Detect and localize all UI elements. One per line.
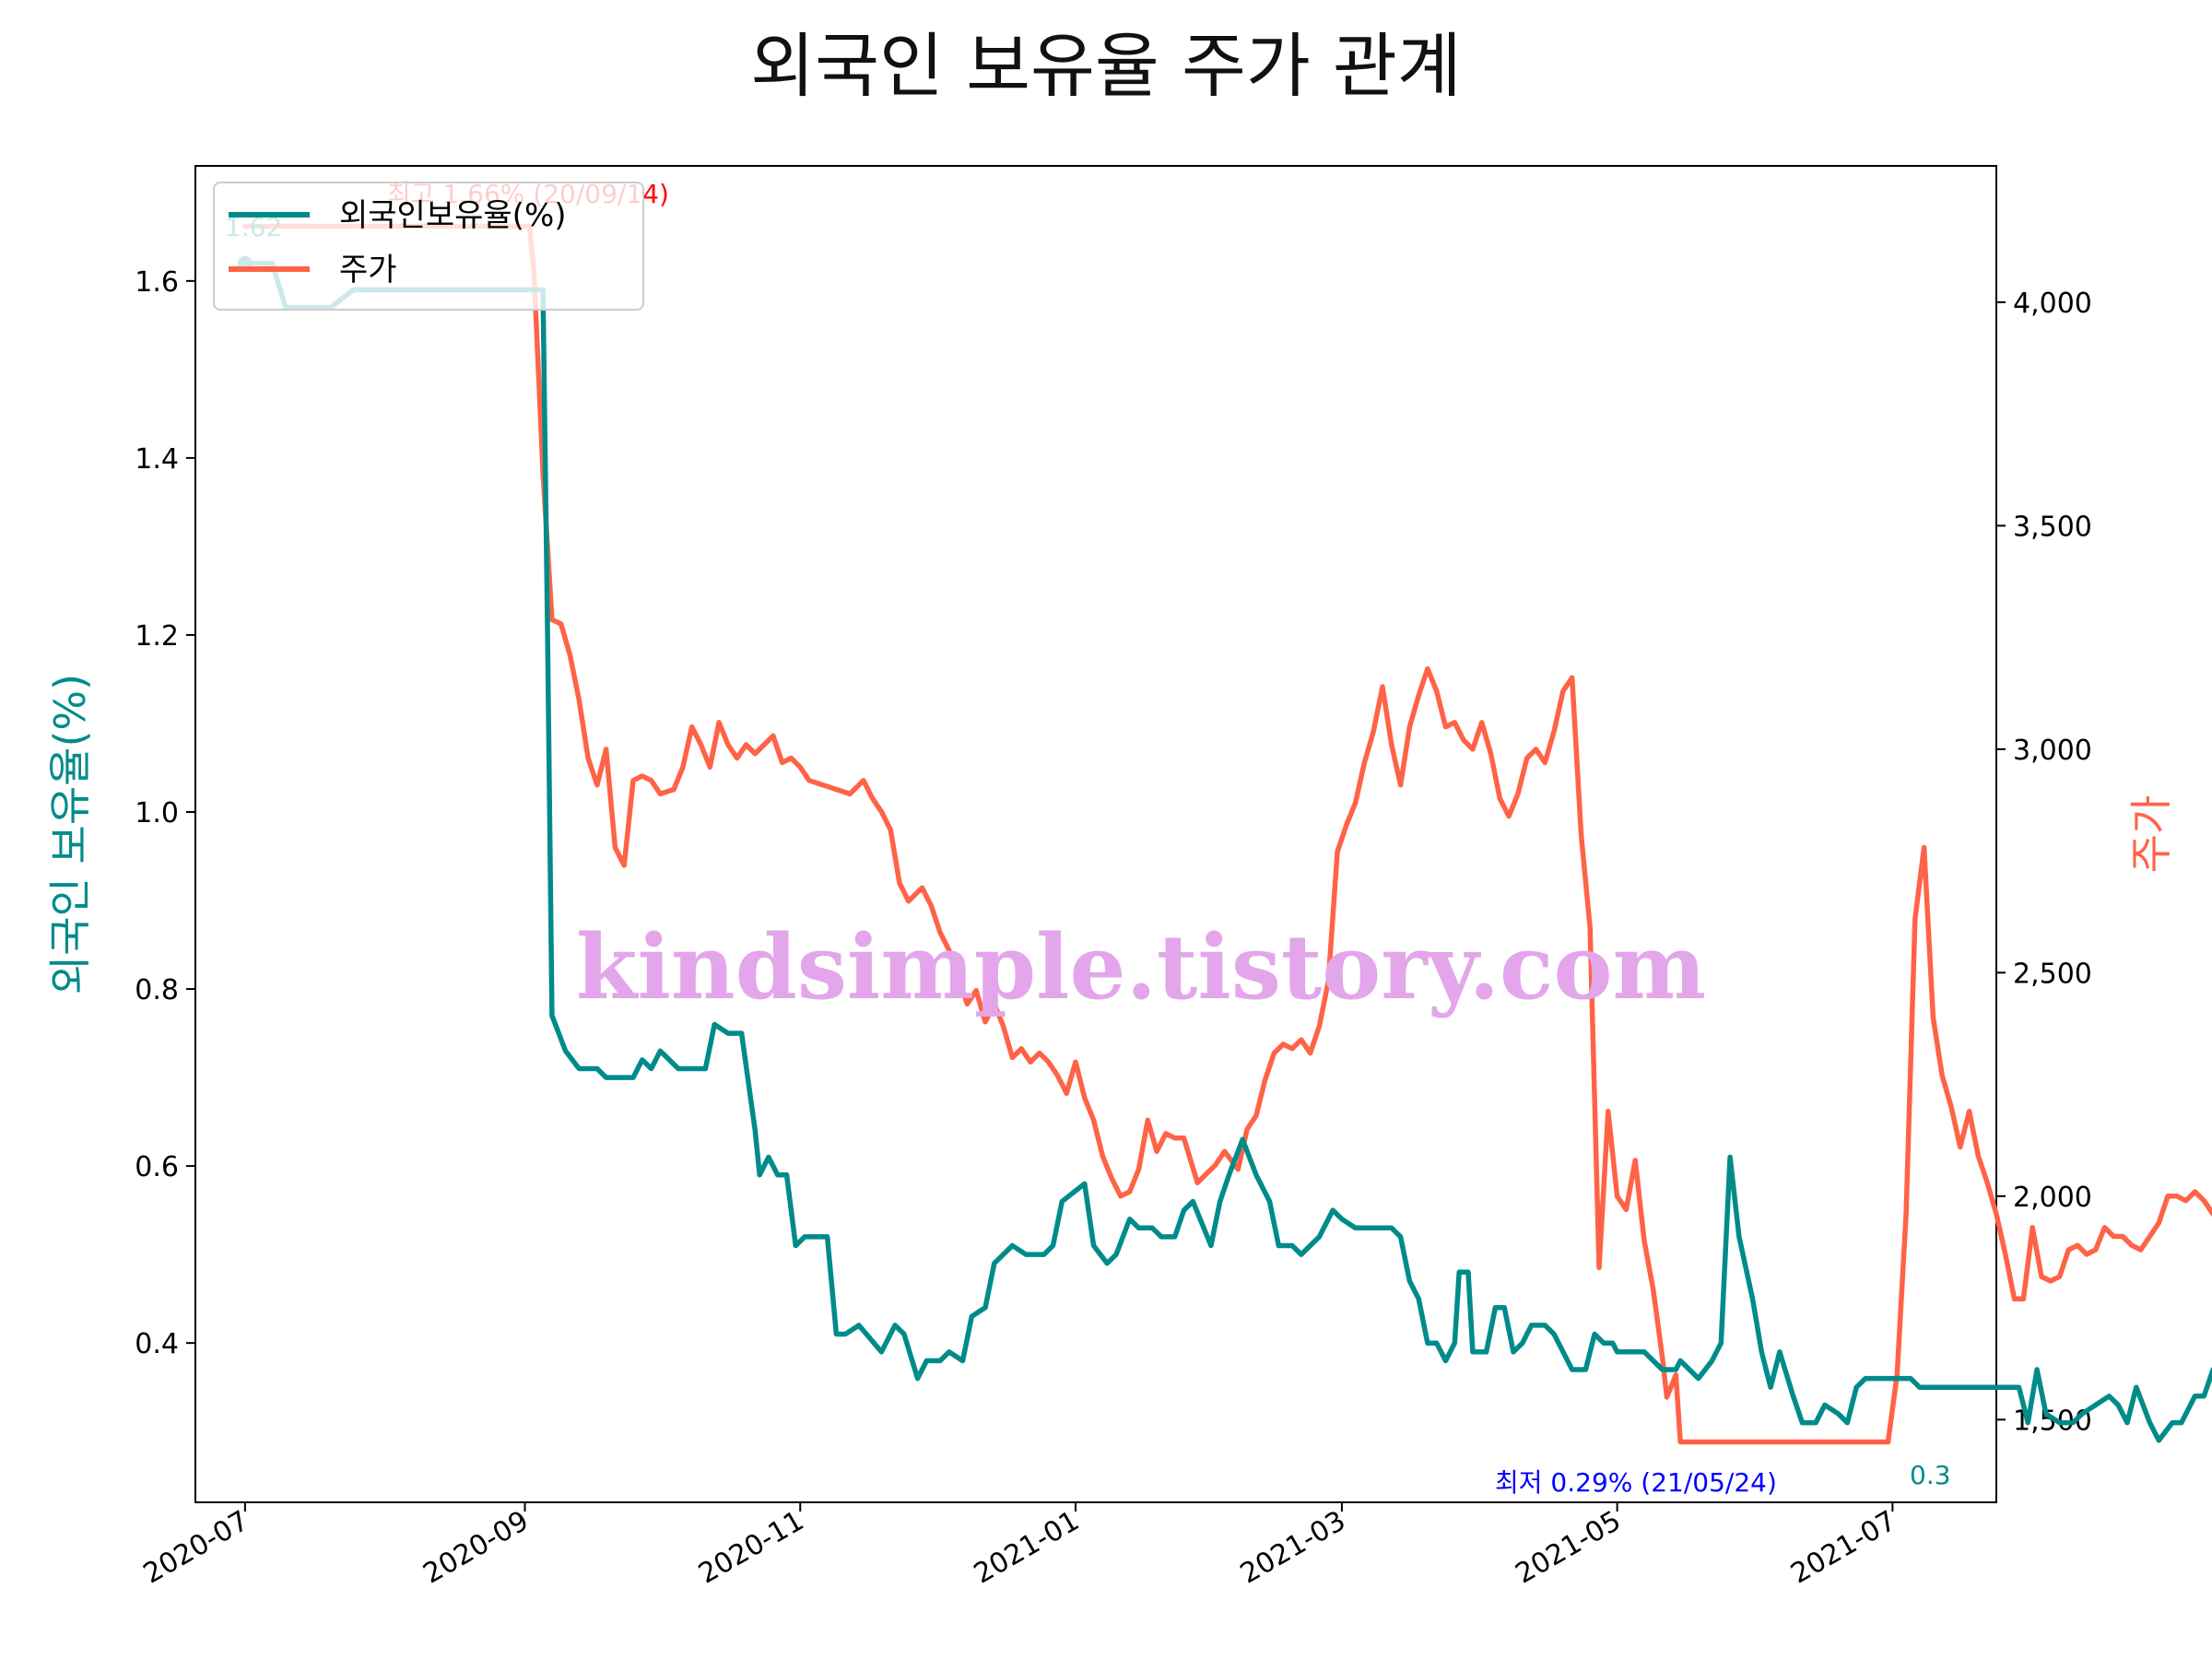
legend: 외국인보유율(%) 주가 [213,182,644,311]
x-tick-label: 2020-09 [418,1505,534,1591]
x-tick-label: 2021-07 [1785,1505,1901,1591]
series-line-foreign-ownership [242,260,2212,1443]
legend-label-price: 주가 [339,252,397,288]
annotation-layer: 최고 1.66% (20/09/14)최저 0.29% (21/05/24)1.… [225,179,1951,1498]
series-line-stock-price [242,223,2212,1445]
x-tick-label: 2021-05 [1511,1505,1627,1591]
y-left-tick-label: 0.8 [135,974,179,1006]
plot-frame [194,165,1997,1503]
x-tick-label: 2020-11 [693,1505,809,1591]
axes-group: 2020-07 2020-09 2020-11 2021-01 2021-03 2021-… [45,165,2176,1591]
y-right-tick-label: 3,000 [2013,735,2092,767]
legend-label-foreign: 외국인보유율(%) [339,197,567,234]
y-left-tick-label: 1.0 [135,797,179,830]
y-right-axis-label: 주가 [2126,795,2176,874]
x-tick-label: 2021-03 [1235,1505,1351,1591]
y-left-tick-label: 1.6 [135,266,179,299]
y-left-tick-label: 0.4 [135,1328,179,1360]
legend-box [213,182,644,311]
annotation-min: 최저 0.29% (21/05/24) [1495,1467,1777,1498]
chart-title: 외국인 보유율 주가 관계 [750,25,1462,107]
x-tick-label: 2020-07 [138,1505,254,1591]
y-right-tick-label: 2,500 [2013,958,2092,990]
x-tick-label: 2021-01 [969,1505,1085,1591]
y-left-tick-label: 0.6 [135,1151,179,1183]
annotation-last-value: 0.3 [1910,1460,1951,1490]
y-left-tick-label: 1.2 [135,620,179,653]
y-right-tick-label: 4,000 [2013,288,2092,320]
y-right-tick-label: 3,500 [2013,511,2092,543]
y-right-tick-label: 2,000 [2013,1182,2092,1214]
y-left-axis-label: 외국인 보유율(%) [45,674,95,994]
y-left-tick-label: 1.4 [135,443,179,476]
series-layer [237,223,2212,1445]
watermark: kindsimple.tistory.com [576,915,1706,1019]
